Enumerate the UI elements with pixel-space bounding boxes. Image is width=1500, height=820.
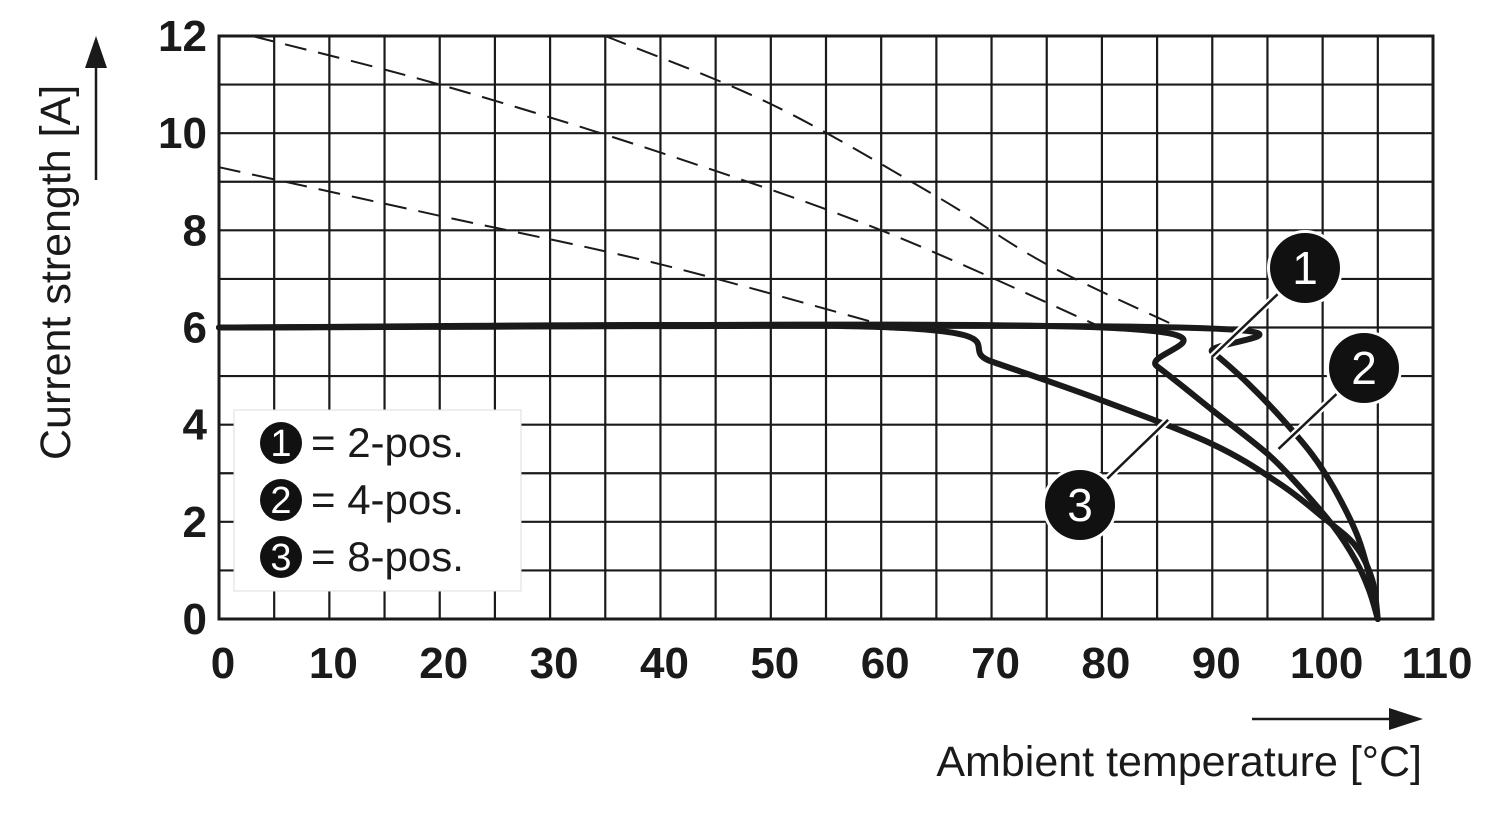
series-1-extrapolation-dashed [604, 35, 1180, 329]
x-tick-label: 0 [211, 639, 235, 688]
series-2-extrapolation-dashed [251, 35, 1103, 329]
x-tick-label: 50 [750, 639, 799, 688]
x-tick-label: 110 [1402, 639, 1473, 688]
marker-badge-number: 3 [1067, 479, 1093, 531]
x-axis-arrow-head [1389, 708, 1423, 730]
callout-3-badge: 3 [1042, 467, 1118, 543]
marker-badge-circle [1045, 470, 1115, 540]
x-axis-title: Ambient temperature [°C] [936, 738, 1422, 786]
marker-badge-circle [260, 422, 302, 464]
x-tick-label: 20 [419, 639, 468, 688]
marker-badge-number: 2 [1351, 342, 1377, 394]
x-tick-labels: 0 10 20 30 40 50 60 70 80 90 100 110 [211, 639, 1473, 688]
y-axis-arrow-head [85, 36, 107, 68]
marker-badge-number: 1 [270, 423, 291, 465]
x-tick-label: 80 [1081, 639, 1130, 688]
dashed-curves [218, 35, 1180, 329]
marker-badge-number: 1 [1292, 242, 1318, 294]
x-tick-label: 100 [1290, 639, 1363, 688]
y-tick-label: 6 [183, 304, 207, 353]
legend-item-3-badge: 3 [257, 533, 305, 581]
legend-item-2-label: = 4-pos. [311, 476, 464, 523]
marker-badge-circle [260, 479, 302, 521]
series-3-line [216, 321, 1381, 622]
x-axis-title-group: Ambient temperature [°C] [936, 708, 1423, 786]
callouts: 12 3 [1042, 230, 1402, 543]
x-tick-label: 90 [1192, 639, 1241, 688]
x-tick-label: 70 [971, 639, 1020, 688]
y-tick-label: 10 [158, 109, 207, 158]
marker-badge-circle [1329, 333, 1399, 403]
y-axis-title-group: Current strength [A] [32, 36, 107, 460]
marker-badge-circle [1270, 233, 1340, 303]
series-3-extrapolation-dashed [218, 166, 893, 329]
y-axis-title: Current strength [A] [32, 85, 80, 460]
legend-item-3-label: = 8-pos. [311, 533, 464, 580]
callout-2-badge: 2 [1326, 330, 1402, 406]
solid-curves [216, 321, 1381, 622]
x-tick-label: 40 [640, 639, 689, 688]
marker-badge-number: 3 [270, 537, 291, 579]
y-tick-label: 0 [183, 595, 207, 644]
y-tick-label: 8 [183, 206, 207, 255]
legend: 1 = 2-pos. 2 = 4-pos. 3 = 8-pos. [233, 409, 522, 592]
x-tick-label: 10 [309, 639, 358, 688]
x-tick-label: 30 [530, 639, 579, 688]
x-tick-label: 60 [861, 639, 910, 688]
legend-item-2-badge: 2 [257, 476, 305, 524]
callout-1-badge: 1 [1267, 230, 1343, 306]
marker-badge-circle [260, 536, 302, 578]
marker-badge-number: 2 [270, 480, 291, 522]
y-tick-labels: 0 2 4 6 8 10 12 [158, 12, 207, 644]
y-tick-label: 12 [158, 12, 207, 61]
legend-item-1-label: = 2-pos. [311, 419, 464, 466]
legend-item-1-badge: 1 [257, 419, 305, 467]
y-tick-label: 4 [183, 401, 208, 450]
y-tick-label: 2 [183, 498, 207, 547]
